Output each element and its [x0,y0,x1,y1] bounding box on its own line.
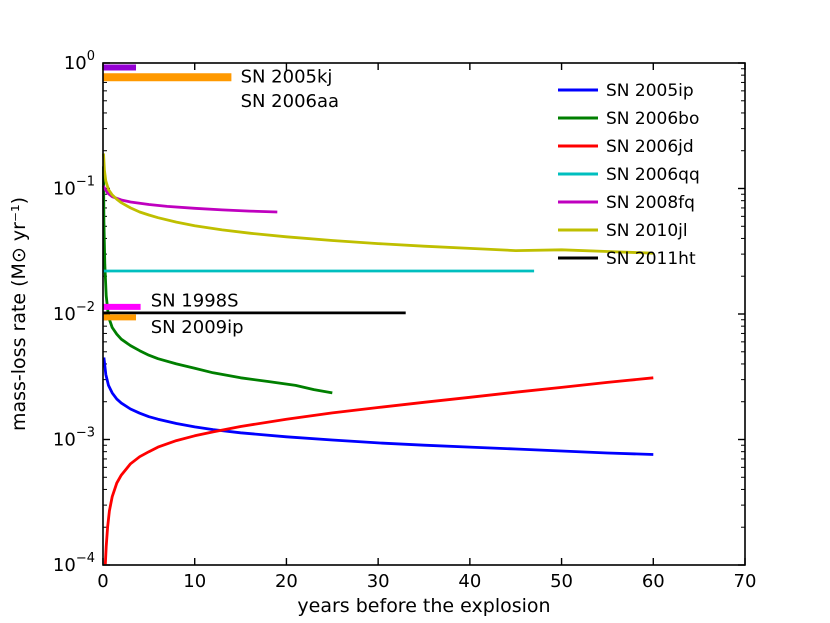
y-tick-label: 100 [64,49,95,74]
y-tick-label: 10−3 [53,426,95,451]
legend-label: SN 2006bo [606,109,699,129]
x-tick-label: 30 [367,571,390,592]
series-sn-2006bo [102,166,333,395]
x-tick-label: 70 [734,571,757,592]
series-sn-2008fq [101,185,278,214]
y-axis-label: mass-loss rate (M⊙ yr⁻¹) [8,197,30,431]
x-tick-label: 60 [642,571,665,592]
legend-label: SN 2010jl [606,221,688,241]
x-tick-label: 10 [183,571,206,592]
series-sn-2010jl [102,153,654,255]
annotation-sn-2009ip: SN 2009ip [151,317,244,338]
x-tick-label: 40 [458,571,481,592]
y-tick-label: 10−2 [53,300,95,325]
legend-label: SN 2011ht [606,249,696,269]
y-tick-label: 10−4 [53,551,95,576]
y-tick-label: 10−1 [53,175,95,200]
series-sn-2006jd [103,376,654,566]
x-axis-label: years before the explosion [297,595,550,617]
annotation-sn-1998s: SN 1998S [151,291,239,312]
legend-label: SN 2008fq [606,193,695,213]
plot-layer: 0 10 20 30 40 50 60 70 100 10−1 10−2 10−3 10−4 SN 200… [53,49,757,592]
annotation-sn-2005kj: SN 2005kj [241,67,333,88]
x-tick-label: 0 [97,571,108,592]
series-sn-2005ip [102,357,654,456]
annotation-sn-2006aa: SN 2006aa [241,91,339,112]
x-tick-label: 50 [550,571,573,592]
legend-label: SN 2006qq [606,165,700,185]
x-tick-label: 20 [275,571,298,592]
plot-frame [102,62,746,566]
legend-label: SN 2005ip [606,81,694,101]
legend-label: SN 2006jd [606,137,694,157]
